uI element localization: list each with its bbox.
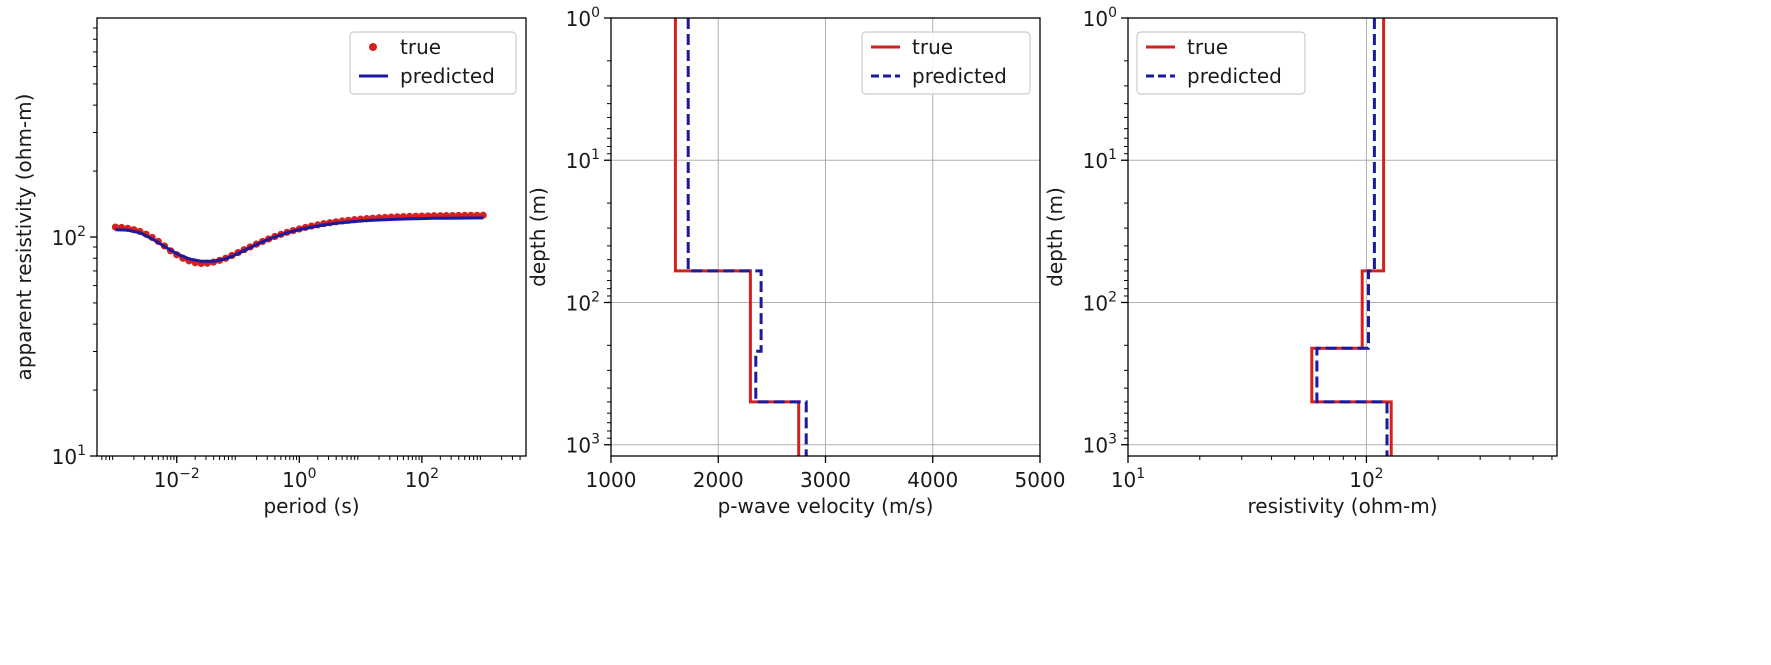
legend: true predicted (349, 31, 517, 95)
legend-box (349, 31, 517, 95)
series-predicted (686, 18, 808, 456)
y-tick-label: 101 (566, 147, 600, 173)
y-tick-label: 102 (566, 289, 600, 315)
tick-base: 10 (52, 445, 77, 469)
x-axis-label: p-wave velocity (m/s) (718, 494, 934, 518)
series-line (1315, 18, 1389, 456)
tick-exponent: −2 (179, 466, 200, 482)
x-tick-label: 100 (282, 466, 316, 492)
x-tick-label: 4000 (907, 468, 958, 492)
tick-exponent: 2 (1108, 289, 1117, 305)
series-line (115, 216, 484, 263)
tick-base: 10 (566, 434, 591, 458)
x-tick-label: 101 (1111, 466, 1145, 492)
legend-label: true (912, 35, 953, 59)
x-tick-label: 10−2 (154, 466, 200, 492)
series-true (111, 211, 487, 268)
tick-base: 10 (1083, 7, 1108, 31)
series-true (1310, 18, 1393, 456)
tick-base: 10 (154, 468, 179, 492)
tick-exponent: 3 (591, 432, 600, 448)
tick-exponent: 2 (591, 289, 600, 305)
y-tick-label: 102 (52, 224, 86, 250)
legend-marker (369, 43, 377, 51)
x-axis-label: period (s) (263, 494, 359, 518)
tick-base: 10 (566, 7, 591, 31)
y-axis-label: depth (m) (526, 187, 550, 287)
tick-base: 10 (405, 468, 430, 492)
series-line (1310, 18, 1393, 456)
tick-exponent: 0 (308, 466, 317, 482)
x-tick-label: 1000 (586, 468, 637, 492)
y-tick-label: 101 (1083, 147, 1117, 173)
tick-base: 10 (52, 226, 77, 250)
tick-base: 10 (566, 149, 591, 173)
tick-base: 10 (1083, 434, 1108, 458)
tick-exponent: 1 (77, 443, 86, 459)
legend-box (1136, 31, 1306, 95)
series-line (686, 18, 808, 456)
y-tick-label: 103 (566, 432, 600, 458)
tick-exponent: 1 (1136, 466, 1145, 482)
x-tick-label: 3000 (800, 468, 851, 492)
y-tick-label: 102 (1083, 289, 1117, 315)
tick-base: 10 (1349, 468, 1374, 492)
y-tick-label: 103 (1083, 432, 1117, 458)
y-axis-label: apparent resistivity (ohm-m) (12, 94, 36, 381)
y-tick-label: 101 (52, 443, 86, 469)
tick-exponent: 3 (1108, 432, 1117, 448)
legend-label: true (400, 35, 441, 59)
series-predicted (1315, 18, 1389, 456)
tick-exponent: 2 (77, 224, 86, 240)
x-tick-label: 5000 (1015, 468, 1066, 492)
tick-exponent: 0 (1108, 5, 1117, 21)
y-tick-label: 100 (566, 5, 600, 31)
x-axis-label: resistivity (ohm-m) (1247, 494, 1437, 518)
y-tick-label: 100 (1083, 5, 1117, 31)
tick-base: 10 (1111, 468, 1136, 492)
legend-label: true (1187, 35, 1228, 59)
legend-label: predicted (1187, 64, 1282, 88)
x-tick-label: 2000 (693, 468, 744, 492)
tick-exponent: 1 (1108, 147, 1117, 163)
legend: true predicted (1136, 31, 1306, 95)
series-line (673, 18, 801, 456)
legend: true predicted (861, 31, 1031, 95)
legend-label: predicted (400, 64, 495, 88)
tick-exponent: 0 (591, 5, 600, 21)
y-axis-label: depth (m) (1043, 187, 1067, 287)
axes-frame (1127, 17, 1558, 457)
tick-exponent: 1 (591, 147, 600, 163)
series-true (673, 18, 801, 456)
series-predicted (115, 216, 484, 263)
tick-base: 10 (1083, 291, 1108, 315)
tick-exponent: 2 (430, 466, 439, 482)
tick-base: 10 (282, 468, 307, 492)
tick-base: 10 (566, 291, 591, 315)
x-tick-label: 102 (1349, 466, 1383, 492)
legend-label: predicted (912, 64, 1007, 88)
x-tick-label: 102 (405, 466, 439, 492)
tick-exponent: 2 (1375, 466, 1384, 482)
legend-box (861, 31, 1031, 95)
tick-base: 10 (1083, 149, 1108, 173)
